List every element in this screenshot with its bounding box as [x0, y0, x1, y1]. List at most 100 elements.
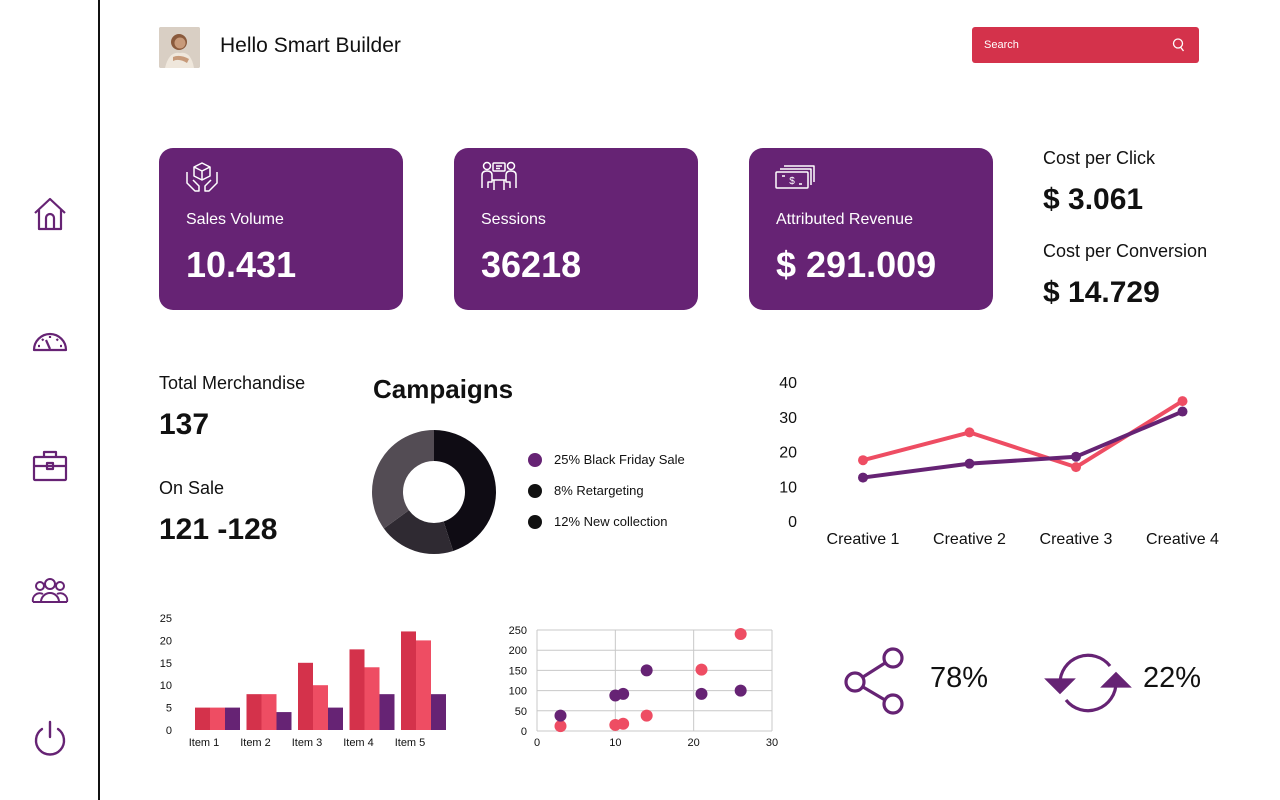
y-tick-label: 40	[779, 375, 797, 392]
scatter-chart: 0 50 100 150 200 250 0 10 20 30	[509, 625, 778, 749]
refresh-percentage: 22%	[1143, 662, 1202, 694]
x-tick-label: Item 3	[292, 737, 323, 749]
greeting-title: Hello Smart Builder	[220, 34, 401, 57]
scatter-point	[617, 717, 630, 730]
bar	[313, 685, 328, 730]
scatter-point	[640, 664, 653, 677]
series-point	[858, 472, 868, 483]
card-value: $ 291.009	[776, 244, 937, 285]
svg-text:$: $	[789, 176, 795, 187]
meeting-icon	[481, 161, 517, 190]
series-line	[862, 399, 1184, 470]
bar	[416, 640, 431, 730]
bar	[261, 694, 277, 730]
y-tick-label: 10	[160, 680, 172, 692]
x-tick-label: Item 5	[395, 737, 426, 749]
scatter-point	[640, 709, 653, 722]
total-merchandise-value: 137	[159, 408, 210, 441]
legend-dot	[528, 514, 542, 529]
y-tick-label: 5	[166, 703, 172, 715]
bar	[364, 667, 380, 730]
y-tick-label: 150	[509, 665, 527, 677]
y-tick-label: 0	[166, 725, 172, 737]
bar	[349, 649, 365, 730]
box-hands-icon	[186, 162, 218, 192]
refresh-icon[interactable]	[1044, 648, 1132, 718]
legend-label: 8% Retargeting	[554, 483, 644, 498]
briefcase-icon[interactable]	[31, 447, 69, 485]
y-tick-label: 50	[515, 706, 527, 718]
bar	[431, 694, 446, 730]
series-point	[964, 458, 975, 469]
y-tick-label: 30	[779, 410, 797, 427]
on-sale-value: 121 -128	[159, 513, 278, 546]
x-tick-label: Item 2	[240, 737, 271, 749]
bar	[298, 662, 313, 730]
search-bar[interactable]	[972, 27, 1199, 63]
y-tick-label: 10	[779, 479, 797, 496]
x-tick-label: 30	[766, 737, 778, 749]
x-tick-label: Item 1	[189, 737, 220, 749]
card-value: 36218	[481, 244, 582, 285]
card-sales-volume[interactable]: Sales Volume 10.431	[159, 148, 403, 310]
bar	[379, 694, 395, 730]
cost-per-conversion-label: Cost per Conversion	[1043, 241, 1208, 261]
home-icon[interactable]	[31, 195, 69, 233]
y-tick-label: 15	[160, 658, 172, 670]
legend-label: 12% New collection	[554, 514, 668, 529]
bar	[401, 631, 416, 730]
y-tick-label: 0	[788, 514, 797, 531]
bar	[195, 707, 210, 730]
bar	[328, 707, 343, 730]
items-bar-chart: 0 5 10 15 20 25 Item 1 Item 2 Item 3 Item 4 Item 5	[160, 613, 446, 749]
card-sessions[interactable]: Sessions 36218	[454, 148, 698, 310]
cost-per-conversion-value: $ 14.729	[1043, 276, 1160, 309]
bar	[276, 712, 292, 730]
legend-dot	[528, 452, 542, 467]
cash-icon: $	[775, 165, 815, 189]
legend-dot	[528, 483, 542, 498]
series-point	[1071, 451, 1081, 462]
series-point	[858, 455, 868, 466]
y-tick-label: 20	[160, 635, 172, 647]
card-label: Attributed Revenue	[776, 211, 913, 228]
cost-per-click-value: $ 3.061	[1043, 183, 1144, 216]
search-icon[interactable]	[1171, 37, 1187, 53]
card-label: Sales Volume	[186, 211, 284, 228]
series-point	[964, 427, 975, 438]
y-tick-label: 25	[160, 613, 172, 625]
scatter-point	[734, 684, 747, 697]
y-tick-label: 20	[779, 445, 797, 462]
donut-slice	[434, 430, 496, 551]
share-icon[interactable]	[843, 646, 907, 716]
scatter-point	[617, 687, 630, 700]
series-point	[1177, 406, 1188, 417]
search-input[interactable]	[984, 39, 1171, 51]
bar	[210, 707, 225, 730]
x-tick-label: 0	[534, 737, 540, 749]
scatter-point	[554, 709, 567, 722]
series-point	[1071, 462, 1081, 473]
x-tick-label: Creative 4	[1146, 531, 1219, 548]
power-icon[interactable]	[31, 720, 69, 758]
x-tick-label: 10	[609, 737, 621, 749]
users-icon[interactable]	[31, 571, 69, 609]
series-line	[862, 409, 1184, 480]
total-merchandise-label: Total Merchandise	[159, 373, 306, 393]
avatar[interactable]	[159, 27, 200, 68]
legend-label: 25% Black Friday Sale	[554, 452, 685, 467]
y-tick-label: 100	[509, 686, 527, 698]
gauge-icon[interactable]	[31, 320, 69, 358]
campaigns-title: Campaigns	[373, 374, 514, 404]
cost-per-click-label: Cost per Click	[1043, 148, 1156, 168]
y-tick-label: 200	[509, 645, 527, 657]
x-tick-label: Creative 2	[933, 531, 1006, 548]
card-attributed-revenue[interactable]: $ Attributed Revenue $ 291.009	[749, 148, 993, 310]
bar	[225, 707, 240, 730]
card-label: Sessions	[481, 211, 546, 228]
donut-slice	[372, 430, 434, 529]
x-tick-label: Item 4	[343, 737, 374, 749]
share-percentage: 78%	[930, 662, 989, 694]
on-sale-label: On Sale	[159, 478, 225, 498]
y-tick-label: 0	[521, 726, 527, 738]
